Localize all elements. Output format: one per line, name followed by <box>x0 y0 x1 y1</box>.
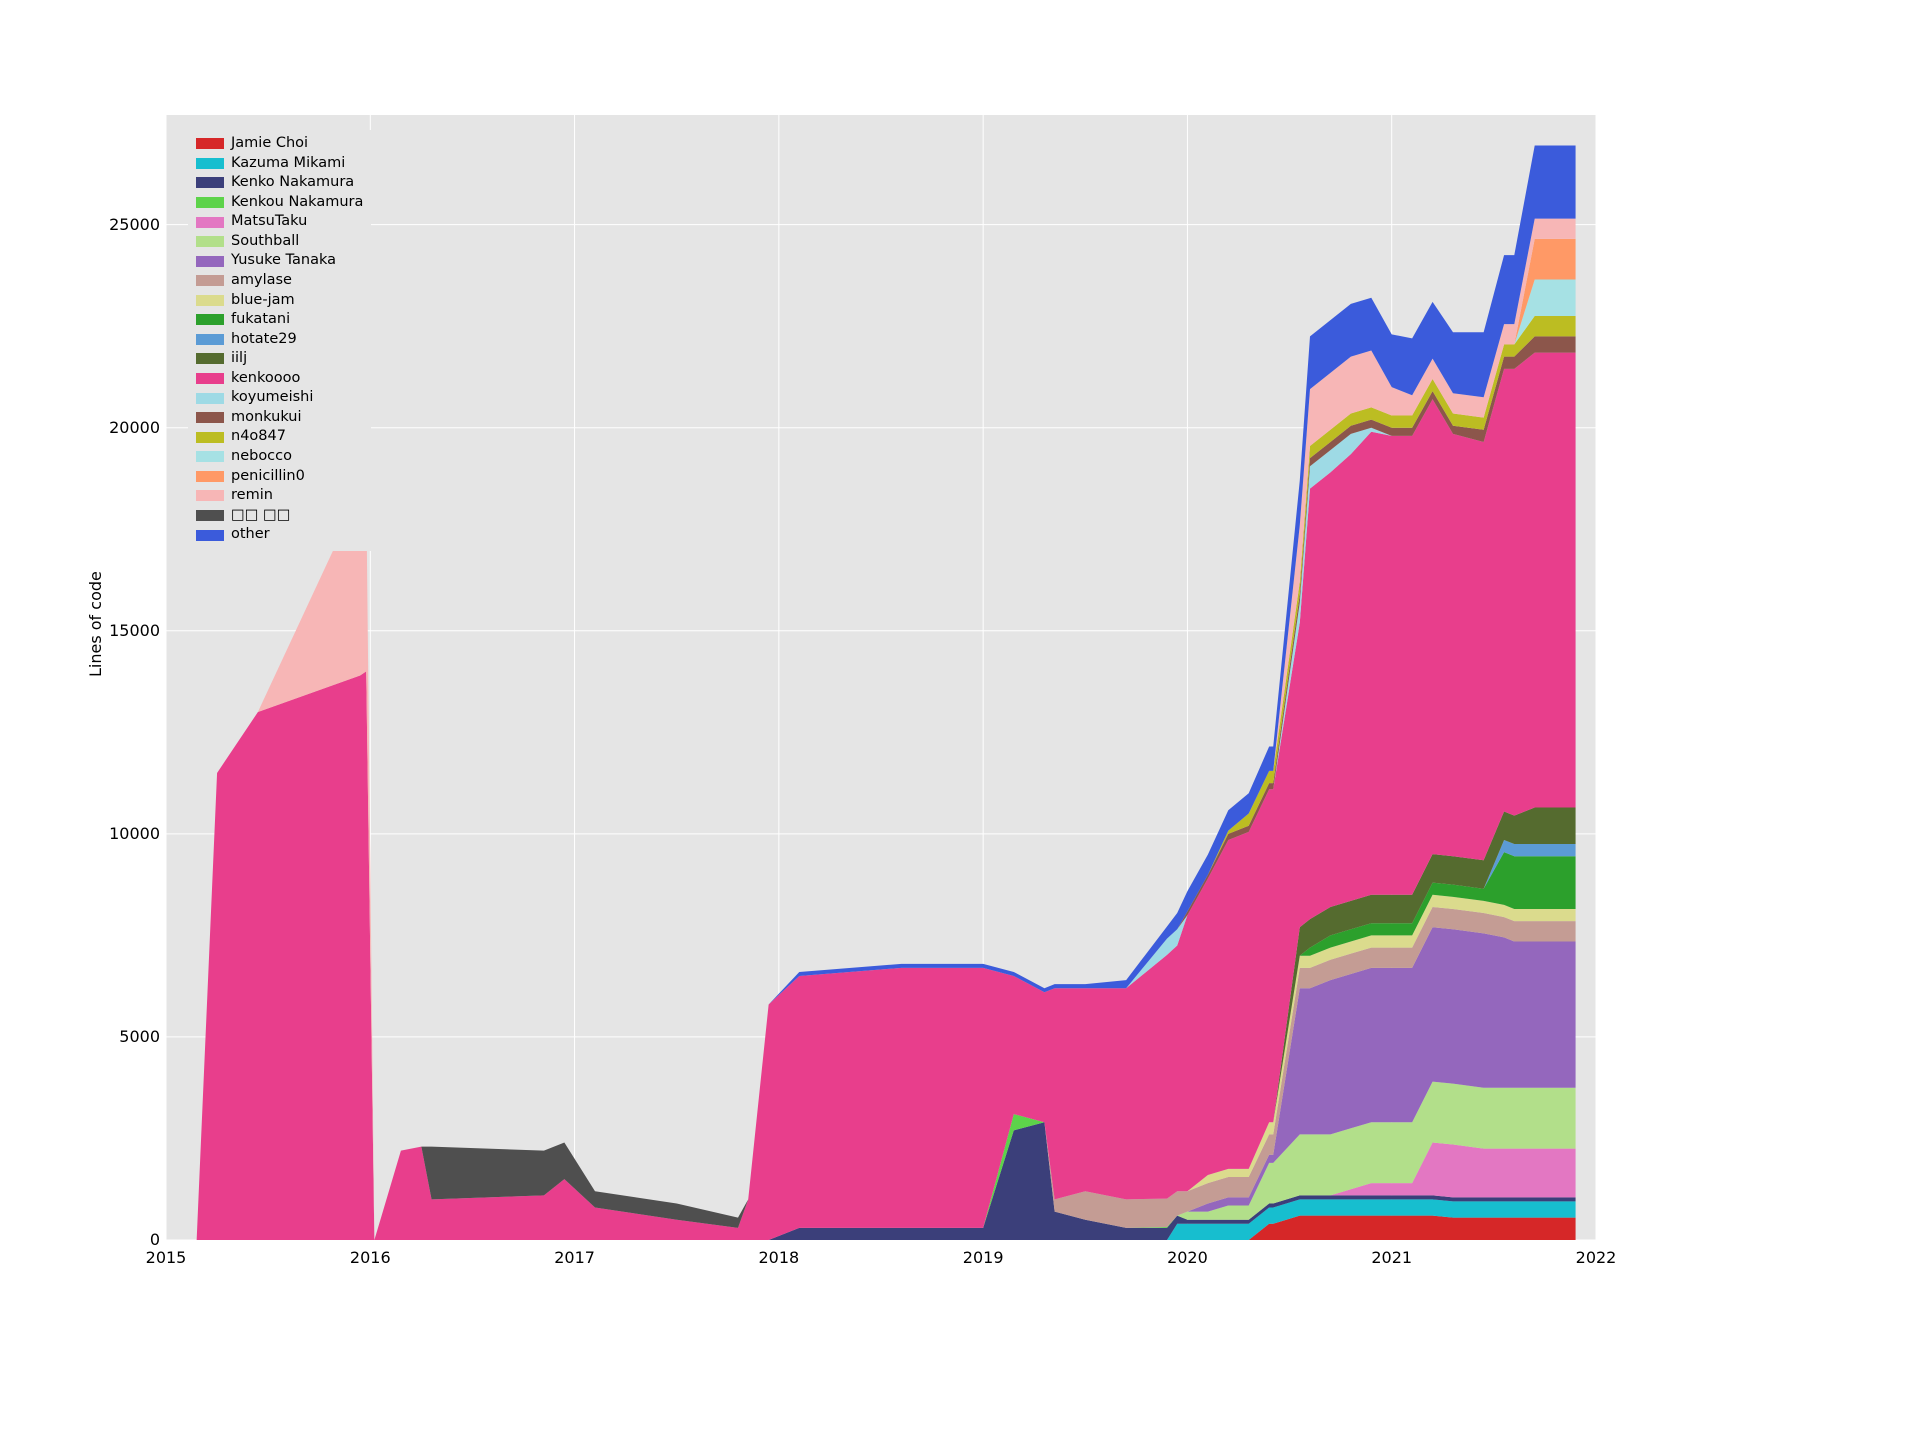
legend-swatch <box>196 138 224 149</box>
legend-item: other <box>196 525 363 545</box>
legend-swatch <box>196 275 224 286</box>
legend-label: Kenkou Nakamura <box>231 193 363 213</box>
legend-item: MatsuTaku <box>196 212 363 232</box>
legend-swatch <box>196 432 224 443</box>
legend-item: hotate29 <box>196 330 363 350</box>
legend-item: Kenko Nakamura <box>196 173 363 193</box>
legend-label: iilj <box>231 349 247 369</box>
x-tick-label: 2019 <box>963 1248 1004 1267</box>
legend-swatch <box>196 530 224 541</box>
legend-swatch <box>196 217 224 228</box>
legend-swatch <box>196 295 224 306</box>
y-tick-label: 15000 <box>90 621 160 640</box>
x-tick-label: 2018 <box>758 1248 799 1267</box>
legend-item: fukatani <box>196 310 363 330</box>
legend-label: Kazuma Mikami <box>231 154 345 174</box>
legend-label: koyumeishi <box>231 388 313 408</box>
legend-label: penicillin0 <box>231 467 305 487</box>
legend-item: koyumeishi <box>196 388 363 408</box>
y-tick-label: 25000 <box>90 215 160 234</box>
legend-swatch <box>196 197 224 208</box>
legend-swatch <box>196 373 224 384</box>
legend-label: amylase <box>231 271 292 291</box>
legend-swatch <box>196 412 224 423</box>
legend-swatch <box>196 236 224 247</box>
x-tick-label: 2021 <box>1371 1248 1412 1267</box>
legend-swatch <box>196 393 224 404</box>
legend-label: kenkoooo <box>231 369 300 389</box>
legend-label: n4o847 <box>231 427 286 447</box>
x-tick-label: 2015 <box>146 1248 187 1267</box>
legend-label: blue-jam <box>231 291 295 311</box>
legend-item: Kazuma Mikami <box>196 154 363 174</box>
legend-label: other <box>231 525 270 545</box>
legend-item: penicillin0 <box>196 467 363 487</box>
stacked-area-chart <box>166 115 1596 1240</box>
legend-label: Jamie Choi <box>231 134 308 154</box>
legend-swatch <box>196 158 224 169</box>
legend-item: monkukui <box>196 408 363 428</box>
legend-label: MatsuTaku <box>231 212 307 232</box>
legend-swatch <box>196 334 224 345</box>
x-tick-label: 2017 <box>554 1248 595 1267</box>
legend-label: nebocco <box>231 447 292 467</box>
x-tick-label: 2022 <box>1576 1248 1617 1267</box>
legend-item: Southball <box>196 232 363 252</box>
legend-item: amylase <box>196 271 363 291</box>
legend-label: hotate29 <box>231 330 297 350</box>
legend-swatch <box>196 256 224 267</box>
legend-item: Jamie Choi <box>196 134 363 154</box>
legend-item: kenkoooo <box>196 369 363 389</box>
legend-label: Southball <box>231 232 299 252</box>
legend-item: nebocco <box>196 447 363 467</box>
legend-swatch <box>196 314 224 325</box>
legend-item: □□ □□ <box>196 506 363 526</box>
legend-label: fukatani <box>231 310 290 330</box>
legend-label: Kenko Nakamura <box>231 173 354 193</box>
legend-label: remin <box>231 486 273 506</box>
legend-label: Yusuke Tanaka <box>231 251 336 271</box>
legend-item: iilj <box>196 349 363 369</box>
y-tick-label: 0 <box>90 1230 160 1249</box>
legend-swatch <box>196 490 224 501</box>
legend-swatch <box>196 177 224 188</box>
y-tick-label: 10000 <box>90 824 160 843</box>
legend-item: remin <box>196 486 363 506</box>
legend: Jamie ChoiKazuma MikamiKenko NakamuraKen… <box>188 130 371 551</box>
legend-swatch <box>196 451 224 462</box>
legend-label: monkukui <box>231 408 302 428</box>
y-tick-label: 5000 <box>90 1027 160 1046</box>
legend-item: n4o847 <box>196 427 363 447</box>
x-tick-label: 2020 <box>1167 1248 1208 1267</box>
legend-item: Kenkou Nakamura <box>196 193 363 213</box>
x-tick-label: 2016 <box>350 1248 391 1267</box>
legend-swatch <box>196 510 224 521</box>
legend-swatch <box>196 471 224 482</box>
legend-item: Yusuke Tanaka <box>196 251 363 271</box>
legend-label: □□ □□ <box>231 506 290 526</box>
chart-plot-area <box>166 115 1596 1240</box>
legend-item: blue-jam <box>196 291 363 311</box>
y-tick-label: 20000 <box>90 418 160 437</box>
legend-swatch <box>196 353 224 364</box>
